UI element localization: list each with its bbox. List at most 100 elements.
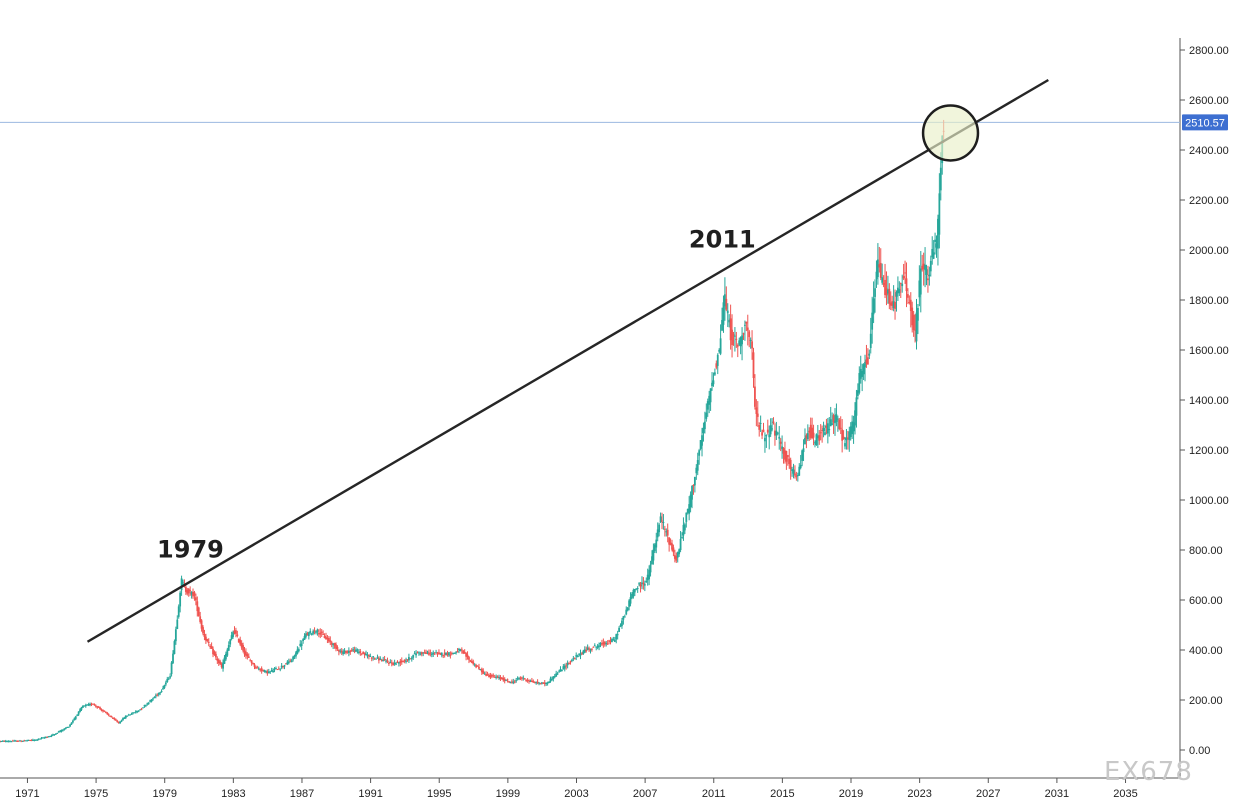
candle-body [345, 651, 347, 654]
candle-body [719, 338, 722, 354]
candle-body [904, 272, 906, 274]
candle-body [379, 658, 382, 660]
candle-body [220, 663, 223, 668]
candle-body [499, 677, 502, 679]
watermark-text: EX678 [1104, 757, 1193, 787]
candle-body [216, 658, 219, 661]
y-tick-label: 2200.00 [1189, 195, 1229, 207]
candle-body [126, 715, 129, 717]
candle-body [539, 683, 542, 685]
candle-body [180, 578, 183, 591]
y-tick-label: 2000.00 [1189, 245, 1229, 257]
candle-body [661, 520, 663, 522]
candle-body [571, 659, 573, 661]
candle-body [802, 448, 805, 453]
last-price-tag-label: 2510.57 [1185, 117, 1225, 129]
candle-body [530, 680, 533, 683]
candle-body [712, 380, 715, 385]
candle-body [917, 308, 919, 321]
candle-body [653, 544, 656, 552]
candle-body [611, 639, 613, 643]
candle-body [425, 652, 427, 655]
candle-body [934, 239, 936, 242]
candle-body [692, 484, 695, 486]
candle-body [821, 430, 824, 432]
candle-body [854, 410, 856, 426]
candle-body [262, 669, 264, 671]
candle-body [265, 670, 267, 673]
candle-body [549, 678, 552, 682]
candle-body [510, 681, 513, 683]
candle-body [247, 656, 250, 658]
candle-body [359, 651, 362, 653]
trendline[interactable] [86, 78, 1049, 643]
candle-body [389, 662, 392, 664]
candle-body [858, 373, 861, 393]
candle-body [140, 708, 143, 710]
candle-body [528, 680, 530, 682]
y-tick-label: 1400.00 [1189, 395, 1229, 407]
candle-body [472, 661, 475, 665]
candle-body [104, 711, 107, 713]
candle-body [785, 451, 788, 462]
candle-body [812, 432, 815, 438]
candle-body [303, 636, 306, 640]
candle-body [884, 279, 886, 295]
candle-body [317, 633, 320, 635]
candle-body [30, 740, 33, 742]
candle-body [752, 352, 755, 379]
candle-body [34, 739, 37, 741]
candle-body [572, 658, 575, 660]
candle-body [362, 651, 365, 654]
y-tick-label: 800.00 [1189, 545, 1223, 557]
candle-body [80, 707, 83, 710]
candle-body [629, 597, 632, 604]
candle-body [146, 703, 149, 705]
candle-body [259, 669, 262, 671]
candle-body [239, 639, 242, 645]
candle-body [495, 676, 498, 678]
candle-body [186, 589, 189, 594]
candle-body [167, 678, 170, 680]
candle-body [573, 658, 576, 660]
candle-body [269, 671, 272, 673]
candle-body [330, 642, 333, 645]
candle-body [565, 665, 568, 667]
candle-body [87, 704, 90, 706]
candle-body [702, 427, 705, 434]
candle-body [881, 277, 884, 283]
candle-body [290, 660, 293, 663]
candle-body [769, 425, 772, 435]
candle-body [267, 671, 270, 674]
candle-body [207, 641, 210, 643]
candle-body [153, 696, 156, 698]
candle-body [214, 653, 217, 658]
candle-body [310, 633, 313, 635]
candle-body [222, 662, 224, 669]
candle-body [127, 714, 130, 716]
candle-body [62, 729, 64, 731]
candle-body [297, 649, 300, 652]
candle-body [709, 388, 712, 403]
candle-body [166, 678, 169, 683]
candle-body [563, 665, 566, 669]
candle-body [253, 664, 256, 667]
candle-body [522, 677, 525, 679]
candle-body [193, 592, 196, 596]
candle-body [688, 504, 691, 514]
candle-body [758, 425, 761, 430]
candle-body [696, 460, 699, 471]
candle-body [463, 651, 466, 654]
candle-body [603, 641, 606, 645]
candle-body [754, 386, 756, 407]
candle-body [914, 329, 916, 331]
candle-body [671, 543, 673, 550]
candle-body [513, 681, 516, 683]
candle-body [698, 450, 701, 456]
candle-body [136, 710, 139, 712]
candle-body [658, 524, 661, 533]
candle-body [591, 648, 593, 650]
candle-body [316, 629, 319, 632]
candle-body [102, 709, 104, 712]
candle-body [312, 631, 315, 634]
